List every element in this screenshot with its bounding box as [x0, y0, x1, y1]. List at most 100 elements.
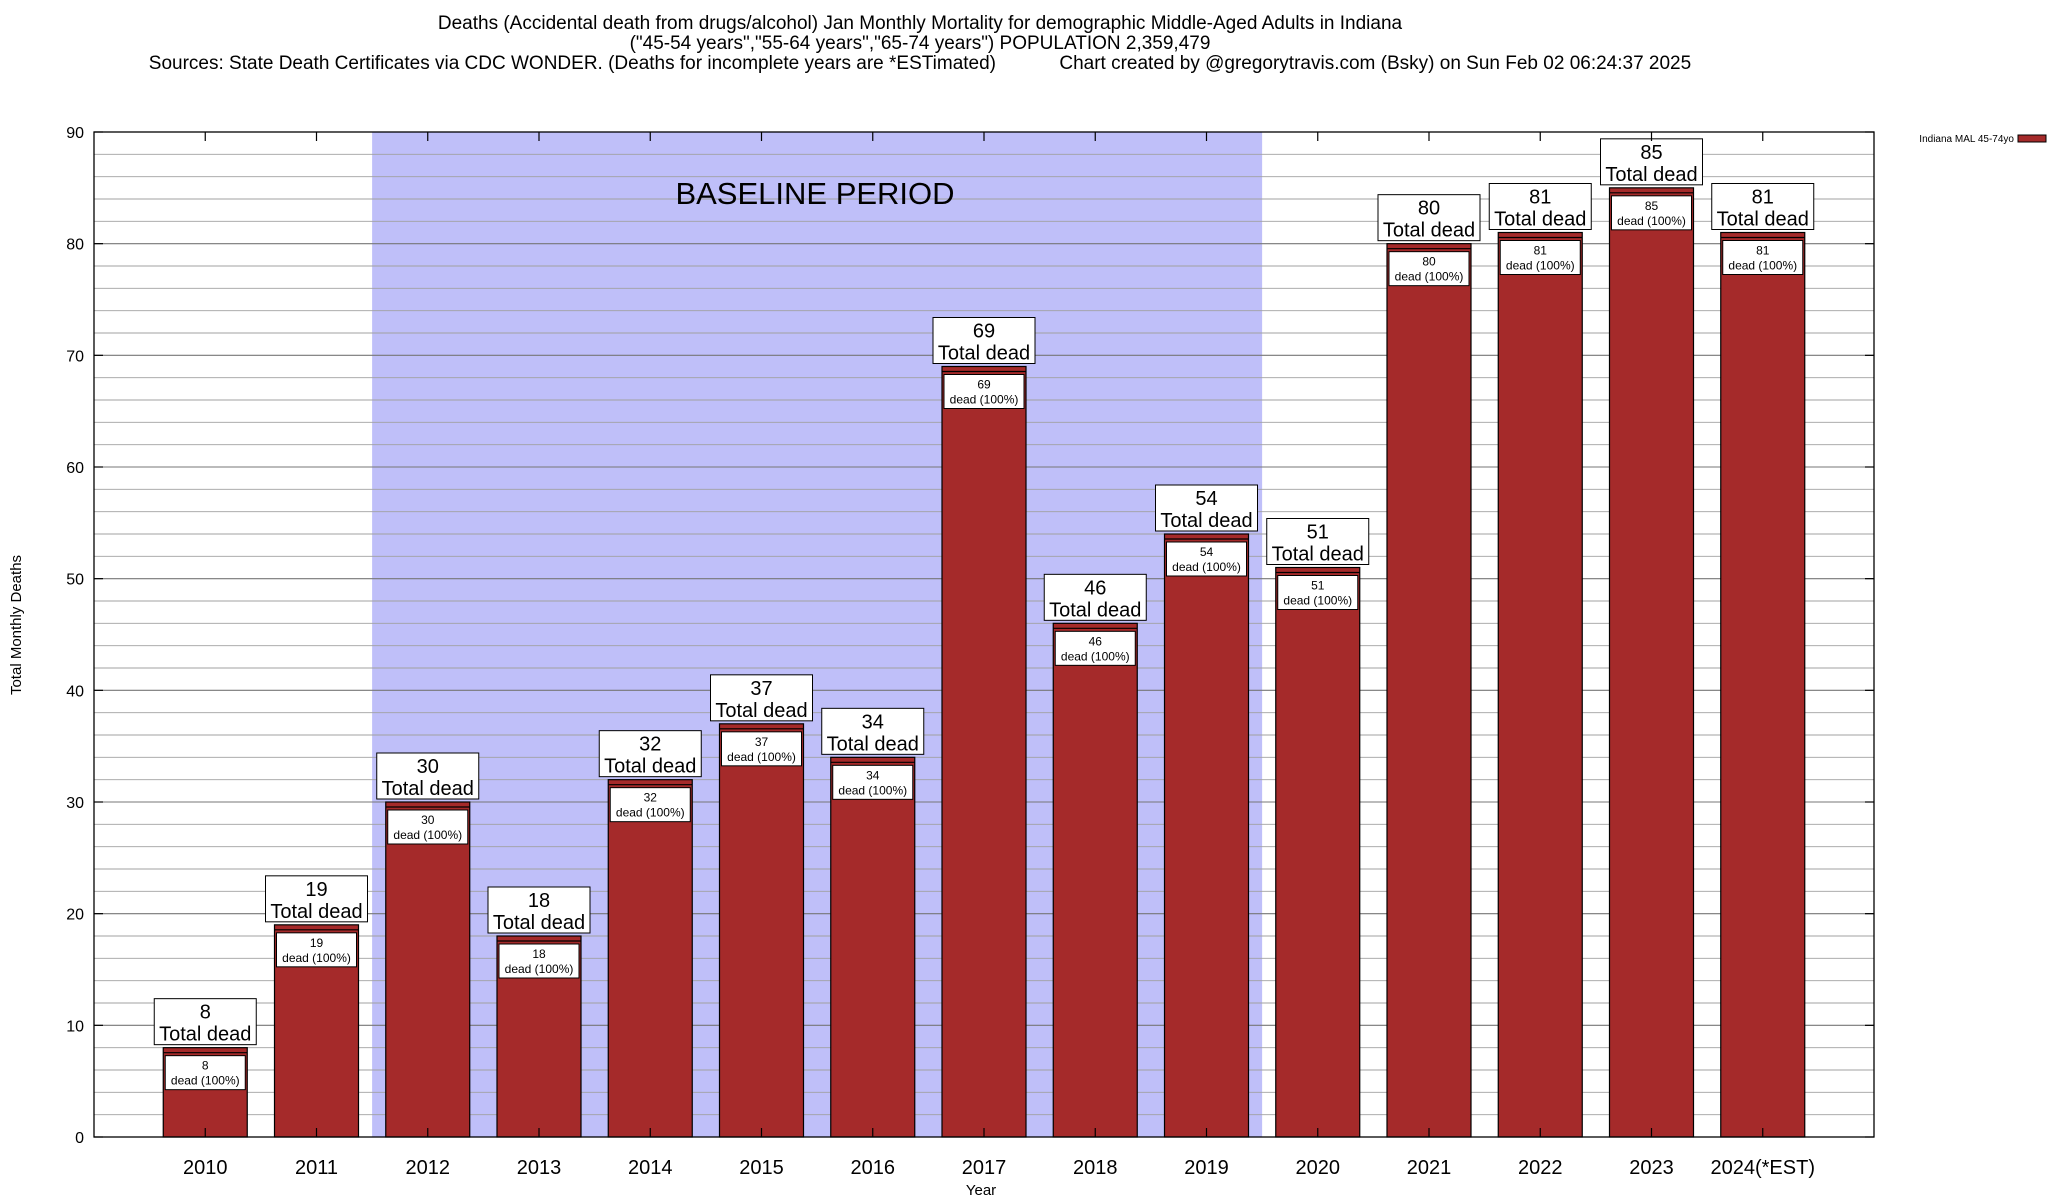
legend-swatch: [2017, 134, 2047, 143]
bar: [1608, 187, 1695, 1138]
inner-label-box: [832, 764, 914, 800]
total-value-label: 46: [1084, 577, 1106, 599]
total-dead-label: Total dead: [604, 756, 696, 778]
total-value-label: 8: [200, 1002, 211, 1024]
x-tick-label: 2013: [517, 1157, 562, 1179]
x-tick-label: 2018: [1073, 1157, 1118, 1179]
total-label-box: [598, 730, 702, 778]
inner-percent-label: dead (100%): [1172, 560, 1241, 574]
inner-value-label: 8: [202, 1059, 209, 1073]
total-dead-label: Total dead: [1383, 220, 1475, 242]
y-tick-label: 80: [66, 237, 84, 254]
inner-percent-label: dead (100%): [505, 962, 574, 976]
baseline-period-label: BASELINE PERIOD: [675, 176, 954, 211]
inner-label-box: [721, 731, 802, 767]
y-tick-label: 50: [66, 572, 84, 589]
inner-percent-label: dead (100%): [838, 783, 907, 797]
inner-label-box: [609, 787, 691, 823]
y-tick-label: 10: [66, 1018, 84, 1035]
y-tick-label: 20: [66, 907, 84, 924]
inner-value-label: 85: [1645, 199, 1659, 213]
total-label-box: [265, 875, 368, 923]
inner-percent-label: dead (100%): [1506, 259, 1575, 273]
total-label-box: [1043, 573, 1147, 621]
inner-value-label: 34: [866, 768, 880, 782]
inner-value-label: 37: [755, 735, 769, 749]
x-tick-label: 2017: [962, 1157, 1007, 1179]
x-tick-label: 2019: [1184, 1157, 1229, 1179]
legend-label: Indiana MAL 45-74yo: [1919, 134, 2014, 145]
inner-value-label: 30: [421, 813, 435, 827]
total-value-label: 69: [973, 321, 995, 343]
bar: [1720, 231, 1806, 1138]
y-tick-label: 30: [66, 795, 84, 812]
bar: [385, 801, 471, 1138]
inner-value-label: 19: [310, 936, 324, 950]
plot-border: [93, 131, 1875, 1138]
chart-subtitle: ("45-54 years","55-64 years","65-74 year…: [629, 33, 1211, 54]
total-value-label: 54: [1195, 488, 1217, 510]
y-axis-label: Total Monthly Deaths: [8, 555, 25, 695]
y-tick-label: 40: [66, 683, 84, 700]
total-value-label: 85: [1640, 142, 1662, 164]
inner-percent-label: dead (100%): [616, 806, 685, 820]
total-label-box: [487, 886, 591, 934]
inner-label-box: [1611, 195, 1692, 231]
chart-title-block: Deaths (Accidental death from drugs/alco…: [0, 14, 1840, 74]
legend: Indiana MAL 45-74yo: [1919, 134, 2047, 145]
bar: [830, 756, 916, 1138]
total-dead-label: Total dead: [715, 700, 807, 722]
legend-entry: Indiana MAL 45-74yo: [1919, 134, 2047, 145]
bar: [607, 779, 693, 1138]
x-tick-label: 2021: [1407, 1157, 1452, 1179]
inner-percent-label: dead (100%): [727, 750, 796, 764]
inner-value-label: 18: [532, 947, 546, 961]
x-tick-label: 2020: [1296, 1157, 1341, 1179]
bars: [162, 187, 1806, 1138]
axes: 0 10 20 30 40 50 60 70 80 90 2010 2011 2012 2013 2014 2…: [66, 125, 1875, 1179]
y-tick-label: 0: [75, 1130, 84, 1147]
bar: [1163, 533, 1250, 1138]
inner-value-label: 46: [1089, 634, 1103, 648]
bar: [1386, 243, 1472, 1138]
inner-label-box: [276, 932, 357, 968]
chart-title: Deaths (Accidental death from drugs/alco…: [437, 13, 1403, 34]
inner-value-label: 54: [1200, 545, 1214, 559]
total-value-label: 18: [528, 890, 550, 912]
inner-value-label: 80: [1422, 255, 1436, 269]
total-value-label: 51: [1307, 522, 1329, 544]
inner-percent-label: dead (100%): [282, 951, 351, 965]
x-tick-label: 2024(*EST): [1711, 1157, 1816, 1179]
inner-value-label: 81: [1534, 244, 1548, 258]
inner-label-box: [387, 809, 469, 845]
inner-percent-label: dead (100%): [393, 828, 462, 842]
total-dead-label: Total dead: [1160, 510, 1252, 532]
total-value-label: 81: [1752, 187, 1774, 209]
inner-label-box: [943, 374, 1025, 409]
x-tick-label: 2012: [406, 1157, 451, 1179]
total-dead-label: Total dead: [159, 1024, 251, 1046]
inner-label-box: [1499, 240, 1581, 275]
total-label-box: [153, 998, 257, 1046]
y-tick-label: 90: [66, 125, 84, 142]
inner-label-box: [498, 943, 580, 979]
total-label-box: [710, 674, 813, 722]
sources-line: Sources: State Death Certificates via CD…: [0, 54, 1840, 74]
total-value-label: 34: [862, 711, 884, 733]
total-value-label: 30: [417, 756, 439, 778]
inner-label-box: [1166, 541, 1247, 577]
total-dead-label: Total dead: [382, 778, 474, 800]
bar: [1052, 622, 1138, 1138]
inner-label-box: [164, 1055, 246, 1091]
total-dead-label: Total dead: [1049, 599, 1141, 621]
total-label-box: [932, 317, 1036, 364]
total-label-box: [376, 752, 480, 800]
total-value-label: 81: [1529, 187, 1551, 209]
total-label-box: [1266, 518, 1370, 565]
inner-label-box: [1388, 251, 1470, 287]
total-value-label: 37: [750, 678, 772, 700]
inner-label-box: [1277, 575, 1359, 610]
x-tick-label: 2014: [628, 1157, 673, 1179]
